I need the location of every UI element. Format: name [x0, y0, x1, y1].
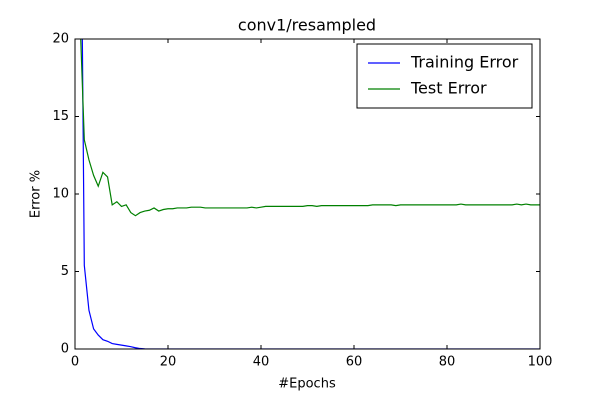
legend-label: Test Error	[410, 79, 487, 98]
x-tick-label: 40	[253, 355, 270, 370]
y-tick-label: 15	[52, 109, 69, 124]
legend-box	[356, 43, 533, 109]
chart-title: conv1/resampled	[238, 16, 376, 35]
x-tick-label: 100	[528, 355, 553, 370]
x-axis-label: #Epochs	[278, 377, 336, 392]
plot-lines	[80, 39, 540, 349]
x-tick-label: 20	[160, 355, 177, 370]
legend-label: Training Error	[410, 53, 519, 72]
y-tick-label: 0	[61, 342, 69, 357]
x-tick-label: 60	[346, 355, 363, 370]
y-tick-label: 10	[52, 187, 69, 202]
y-tick-label: 5	[61, 264, 69, 279]
series-line	[80, 39, 540, 217]
y-tick-label: 20	[52, 32, 69, 47]
x-tick-label: 80	[439, 355, 456, 370]
y-axis-label: Error %	[29, 170, 44, 218]
x-tick-label: 0	[71, 355, 79, 370]
